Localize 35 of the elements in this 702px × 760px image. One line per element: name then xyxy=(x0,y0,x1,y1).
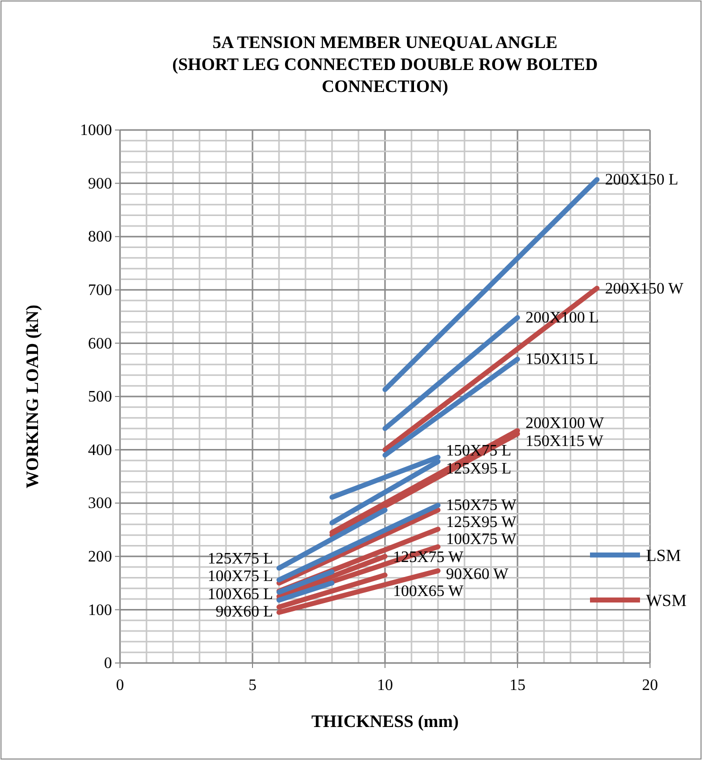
y-axis-title: WORKING LOAD (kN) xyxy=(22,304,42,488)
annotation: 100X75 L xyxy=(208,568,273,586)
annotation: 90X60 W xyxy=(446,566,510,584)
y-tick-label: 200 xyxy=(88,548,112,566)
y-tick-label: 1000 xyxy=(80,122,112,140)
x-tick-label: 5 xyxy=(248,677,256,694)
chart-title: 5A TENSION MEMBER UNEQUAL ANGLE (SHORT LEG CONNECTED DOUBLE ROW BOLTED CONNECTION) xyxy=(172,32,598,96)
y-tick-label: 100 xyxy=(88,602,112,619)
annotation: 90X60 L xyxy=(216,603,273,620)
y-tick-label: 800 xyxy=(88,228,112,246)
x-tick-label: 10 xyxy=(377,677,393,694)
x-tick-label: 15 xyxy=(510,677,526,694)
y-tick-label: 900 xyxy=(88,175,112,192)
annotation: 200X150 L xyxy=(605,172,678,189)
annotation: 100X65 W xyxy=(393,583,464,600)
x-tick-label: 0 xyxy=(116,677,124,694)
annotation: 100X75 W xyxy=(446,531,518,548)
annotation: 125X75 L xyxy=(208,550,273,568)
x-axis-title: THICKNESS (mm) xyxy=(311,711,459,731)
y-tick-label: 400 xyxy=(88,442,112,459)
y-tick-label: 600 xyxy=(88,335,112,352)
annotation: 150X75 W xyxy=(446,496,518,514)
legend-label: WSM xyxy=(646,591,687,610)
annotation: 125X95 W xyxy=(446,514,518,531)
annotation: 200X150 W xyxy=(605,280,684,298)
annotation: 200X100 W xyxy=(526,415,605,432)
annotation: 150X115 W xyxy=(526,433,604,450)
y-tick-label: 500 xyxy=(88,388,112,406)
y-tick-label: 300 xyxy=(88,495,112,512)
annotation: 150X115 L xyxy=(526,351,598,368)
x-tick-label: 20 xyxy=(642,677,658,694)
legend-label: LSM xyxy=(646,546,681,565)
annotation: 100X65 L xyxy=(208,586,273,604)
y-tick-label: 0 xyxy=(104,655,112,672)
y-tick-label: 700 xyxy=(88,282,112,300)
